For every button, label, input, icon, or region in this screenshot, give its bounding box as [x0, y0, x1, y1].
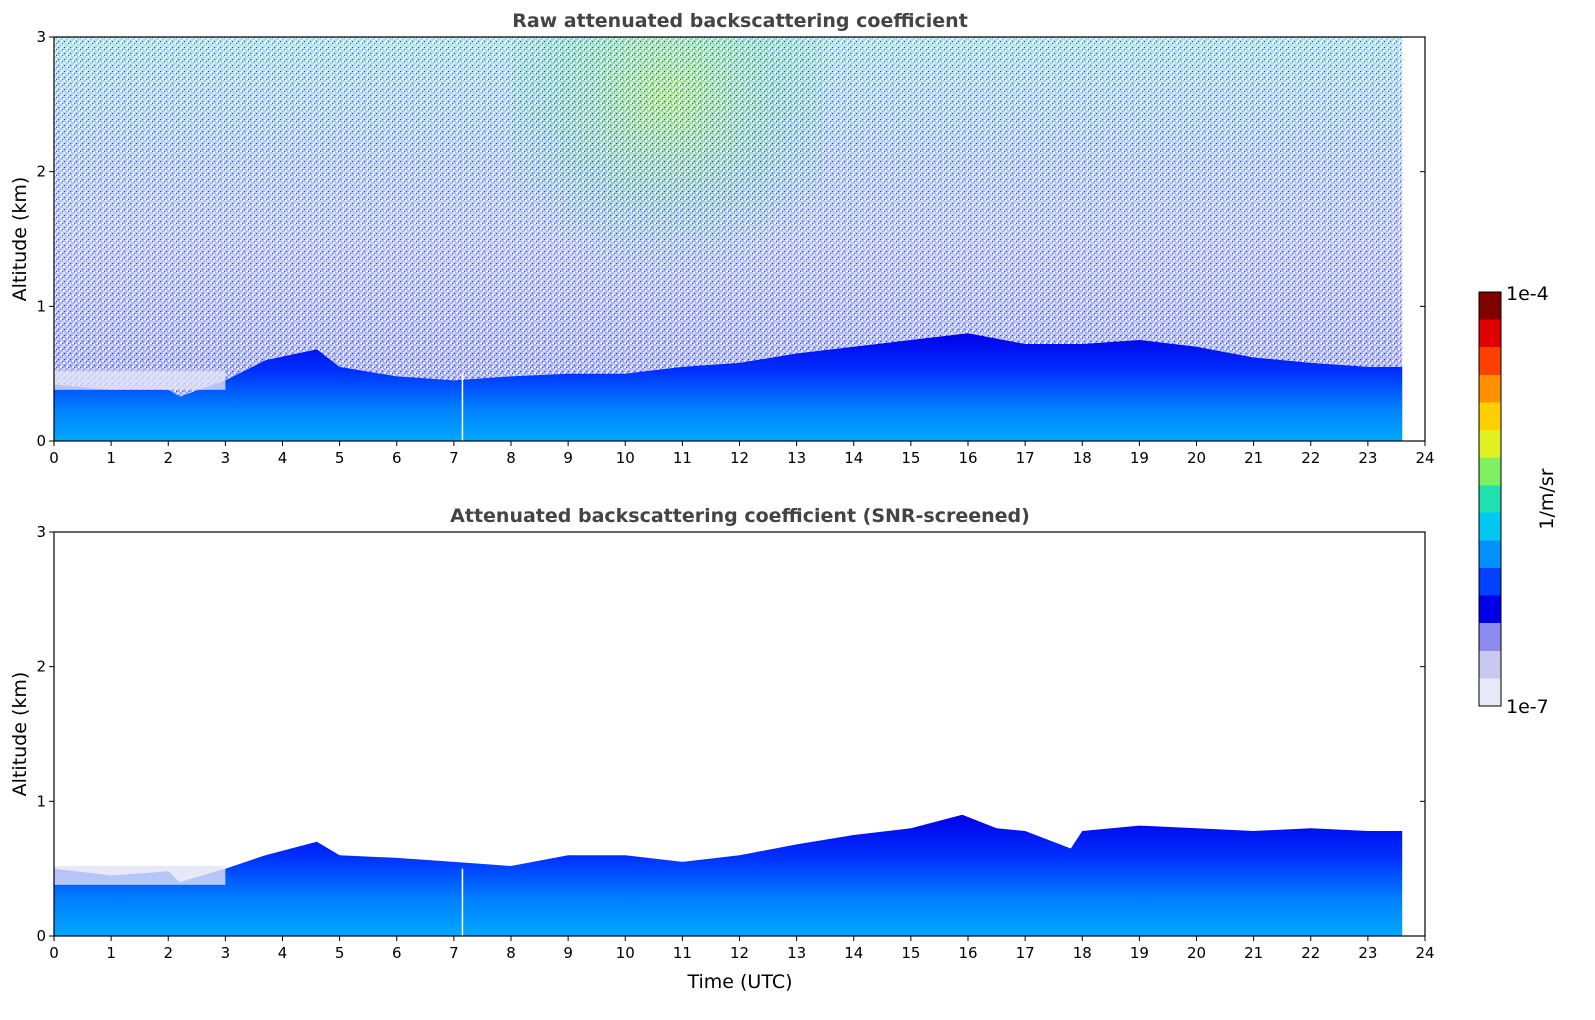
x-tick-label: 5	[335, 944, 345, 962]
x-tick-label: 24	[1415, 449, 1434, 467]
x-tick-label: 20	[1187, 944, 1206, 962]
panel-title: Raw attenuated backscattering coefficien…	[512, 10, 968, 32]
raw-heatmap-area	[54, 37, 1403, 441]
x-tick-label: 17	[1016, 944, 1035, 962]
x-tick-label: 8	[506, 944, 516, 962]
x-tick-label: 11	[673, 944, 692, 962]
x-tick-label: 4	[278, 944, 288, 962]
colorbar-max-label: 1e-4	[1506, 283, 1549, 305]
x-axis-ticks: 0 1 2 3 4 5 6 7 8 9 10 11 12 13 14 15 16 17 18 19 20 21 22 23 24	[49, 441, 1435, 467]
x-axis-label: Time (UTC)	[686, 971, 792, 993]
x-tick-label: 6	[392, 944, 402, 962]
x-tick-label: 2	[163, 449, 173, 467]
y-tick-label: 2	[36, 658, 46, 676]
x-tick-label: 18	[1073, 944, 1092, 962]
panel-title: Attenuated backscattering coefficient (S…	[450, 505, 1030, 527]
x-tick-label: 0	[49, 449, 59, 467]
x-tick-label: 18	[1073, 449, 1092, 467]
y-tick-label: 1	[36, 297, 46, 315]
x-tick-label: 24	[1415, 944, 1434, 962]
x-tick-label: 16	[958, 449, 977, 467]
x-tick-label: 0	[49, 944, 59, 962]
x-tick-label: 7	[449, 944, 459, 962]
y-tick-label: 1	[36, 792, 46, 810]
y-tick-label: 3	[36, 28, 46, 46]
x-tick-label: 21	[1244, 449, 1263, 467]
raw-backscatter-panel: Raw attenuated backscattering coefficien…	[9, 10, 1435, 467]
x-tick-label: 2	[163, 944, 173, 962]
residual-layer-haze	[54, 370, 226, 390]
x-tick-label: 14	[844, 944, 863, 962]
x-tick-label: 20	[1187, 449, 1206, 467]
snr-heatmap-area	[54, 814, 1403, 936]
x-tick-label: 19	[1130, 449, 1149, 467]
x-tick-label: 13	[787, 449, 806, 467]
x-tick-label: 5	[335, 449, 345, 467]
y-tick-label: 3	[36, 523, 46, 541]
x-tick-label: 8	[506, 449, 516, 467]
x-tick-label: 3	[221, 944, 231, 962]
x-tick-label: 11	[673, 449, 692, 467]
y-tick-label: 0	[36, 432, 46, 450]
y-tick-label: 2	[36, 163, 46, 181]
x-axis-ticks: 0 1 2 3 4 5 6 7 8 9 10 11 12 13 14 15 16 17 18 19 20 21 22 23 24	[49, 936, 1435, 962]
colorbar-unit-label: 1/m/sr	[1536, 468, 1558, 529]
x-tick-label: 12	[730, 944, 749, 962]
x-tick-label: 6	[392, 449, 402, 467]
x-tick-label: 13	[787, 944, 806, 962]
x-tick-label: 10	[616, 944, 635, 962]
colorbar-min-label: 1e-7	[1506, 696, 1549, 718]
colorbar-scale	[1478, 291, 1502, 707]
x-tick-label: 15	[901, 449, 920, 467]
x-tick-label: 23	[1358, 944, 1377, 962]
y-axis-ticks: 0 1 2 3	[36, 523, 1425, 945]
x-tick-label: 17	[1016, 449, 1035, 467]
snr-screened-panel: Attenuated backscattering coefficient (S…	[9, 505, 1435, 993]
x-tick-label: 10	[616, 449, 635, 467]
x-tick-label: 9	[563, 449, 573, 467]
x-tick-label: 22	[1301, 944, 1320, 962]
x-tick-label: 1	[106, 449, 116, 467]
x-tick-label: 9	[563, 944, 573, 962]
colorbar: 1e-4 1e-7 1/m/sr	[1478, 283, 1558, 718]
x-tick-label: 12	[730, 449, 749, 467]
x-tick-label: 19	[1130, 944, 1149, 962]
y-axis-label: Altitude (km)	[9, 177, 31, 302]
x-tick-label: 15	[901, 944, 920, 962]
residual-layer-haze	[54, 865, 226, 885]
x-tick-label: 21	[1244, 944, 1263, 962]
x-tick-label: 4	[278, 449, 288, 467]
boundary-layer-region	[54, 333, 1403, 441]
x-tick-label: 1	[106, 944, 116, 962]
x-tick-label: 14	[844, 449, 863, 467]
x-tick-label: 22	[1301, 449, 1320, 467]
x-tick-label: 16	[958, 944, 977, 962]
y-tick-label: 0	[36, 927, 46, 945]
x-tick-label: 3	[221, 449, 231, 467]
x-tick-label: 23	[1358, 449, 1377, 467]
y-axis-ticks: 0 1 2 3	[36, 28, 1425, 450]
boundary-layer-region	[54, 814, 1403, 936]
x-tick-label: 7	[449, 449, 459, 467]
y-axis-label: Altitude (km)	[9, 672, 31, 797]
